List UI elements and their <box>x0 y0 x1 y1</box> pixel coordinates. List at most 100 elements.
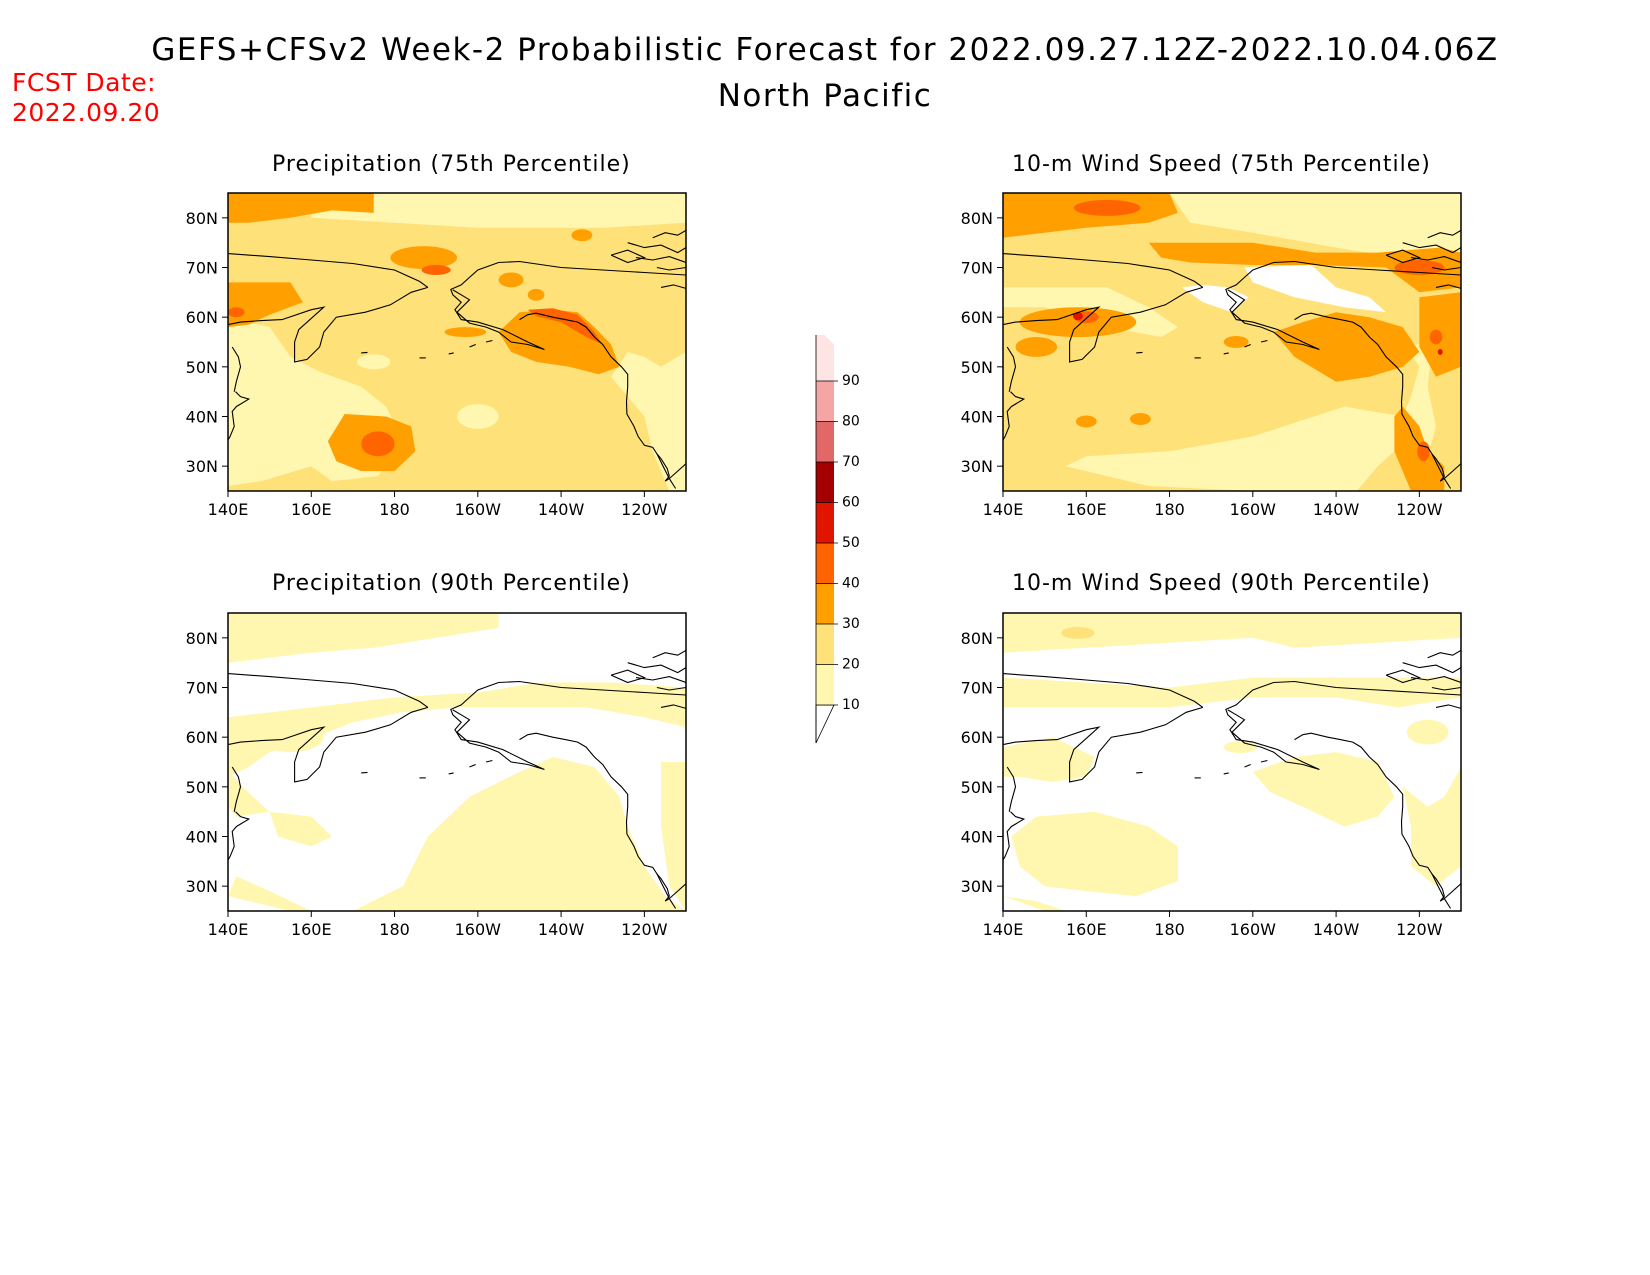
coastline-segment <box>652 649 686 659</box>
probability-contour <box>1015 337 1058 357</box>
lat-tick-label: 30N <box>186 877 218 896</box>
lon-tick-label: 160W <box>1230 920 1277 939</box>
coastline-segment <box>627 662 686 674</box>
lon-tick-label: 140W <box>1313 920 1360 939</box>
probability-contour <box>1402 767 1461 887</box>
colorbar-swatch <box>816 583 834 624</box>
coastline-segment <box>635 676 686 684</box>
coastline-segment <box>1244 763 1251 768</box>
coastline <box>1003 229 1461 489</box>
coastline-segment <box>1223 352 1229 355</box>
coastline-segment <box>1385 669 1421 684</box>
coastline-segment <box>1003 253 1204 288</box>
coastline-segment <box>1225 260 1461 351</box>
probability-contour <box>1075 415 1097 428</box>
panel-title-wind-75: 10-m Wind Speed (75th Percentile) <box>1012 152 1431 177</box>
colorbar-swatch <box>816 462 834 503</box>
probability-contour <box>1011 811 1178 897</box>
coastline-segment <box>1003 286 1204 363</box>
map-panel-wind-75: 140E 160E 180 160W 140W 120W 80N 70N 60N 50N 40N 30… <box>961 192 1462 519</box>
colorbar-swatch <box>816 664 834 705</box>
colorbar-tick-label: 90 <box>842 373 860 389</box>
coastline-segment <box>485 759 493 763</box>
lat-tick-label: 60N <box>186 308 218 327</box>
probability-contour <box>1244 265 1387 313</box>
lon-tick-label: 140W <box>538 920 585 939</box>
lon-tick-label: 140E <box>983 500 1024 519</box>
colorbar-tick-label: 50 <box>842 535 860 551</box>
coastline-segment <box>1003 811 1026 862</box>
lon-tick-label: 160E <box>1066 500 1107 519</box>
main-title: GEFS+CFSv2 Week-2 Probabilistic Forecast… <box>151 32 1499 68</box>
probability-contour <box>357 354 391 370</box>
coastline-segment <box>228 706 429 783</box>
probability-contour <box>228 307 245 318</box>
lon-tick-label: 180 <box>379 920 410 939</box>
coastline-segment <box>1006 766 1017 812</box>
colorbar-tick-label: 80 <box>842 414 860 430</box>
coastline-segment <box>656 873 677 909</box>
lat-tick-label: 50N <box>961 778 993 797</box>
probability-contour <box>1169 193 1461 258</box>
coastline-segment <box>361 771 368 774</box>
probability-contour <box>1061 626 1095 639</box>
lat-tick-label: 60N <box>961 308 993 327</box>
coastline-segment <box>519 732 686 902</box>
coastline-segment <box>660 704 686 709</box>
coastline-segment <box>1003 706 1204 783</box>
probability-contour <box>1252 752 1395 827</box>
lon-tick-label: 160W <box>1230 500 1277 519</box>
probability-contour <box>1003 896 1066 911</box>
coastline-segment <box>228 391 251 442</box>
colorbar-tick-label: 30 <box>842 616 860 632</box>
coastline-segment <box>1260 759 1268 763</box>
coastline-segment <box>1431 686 1461 691</box>
coastline-segment <box>469 763 476 768</box>
lon-tick-label: 180 <box>1154 920 1185 939</box>
coastline <box>228 229 686 489</box>
probability-contour <box>361 431 395 457</box>
probability-contour <box>527 308 603 345</box>
lon-tick-label: 140W <box>538 500 585 519</box>
coastline-segment <box>450 260 686 351</box>
lat-tick-label: 30N <box>961 877 993 896</box>
coastline-segment <box>1294 732 1461 902</box>
panel-title-precip-75: Precipitation (75th Percentile) <box>272 152 631 177</box>
colorbar-swatch <box>816 381 834 422</box>
coastline-segment <box>228 286 429 363</box>
probability-contour <box>611 351 686 491</box>
probability-contour <box>498 309 620 375</box>
probability-contour <box>1003 737 1095 782</box>
coastline-segment <box>450 680 686 771</box>
probability-contour <box>1223 741 1257 754</box>
shaded-field <box>228 193 686 491</box>
coastline <box>1003 649 1461 909</box>
panel-title-precip-90: Precipitation (90th Percentile) <box>272 571 631 596</box>
coastline-segment <box>361 351 368 354</box>
probability-contour <box>527 288 545 301</box>
coastline-segment <box>519 312 686 482</box>
probability-contour <box>228 876 312 911</box>
coastline-segment <box>1385 249 1421 264</box>
probability-contour <box>311 193 686 228</box>
probability-contour <box>1406 719 1449 745</box>
probability-colorbar: 10 20 30 40 50 60 70 80 90 <box>815 335 860 744</box>
fcst-date-value: 2022.09.20 <box>12 98 161 127</box>
probability-contour <box>228 682 686 777</box>
map-panel-precip-75: 140E 160E 180 160W 140W 120W 80N 70N 60N 50N 40N 30… <box>186 192 687 519</box>
probability-contour <box>228 771 270 817</box>
probability-contour <box>1129 413 1151 425</box>
colorbar-tick-label: 60 <box>842 495 860 511</box>
lon-tick-label: 180 <box>379 500 410 519</box>
lon-tick-label: 140E <box>208 500 249 519</box>
lat-tick-label: 50N <box>961 358 993 377</box>
colorbar-lower-tail <box>815 704 835 744</box>
coastline-segment <box>448 352 454 355</box>
colorbar-tick-label: 70 <box>842 454 860 470</box>
coastline-segment <box>1006 346 1017 392</box>
lat-tick-label: 40N <box>186 408 218 427</box>
colorbar-tick-label: 10 <box>842 697 860 713</box>
probability-contour <box>390 246 457 269</box>
coastline-segment <box>1244 343 1251 348</box>
probability-contour <box>1073 199 1141 216</box>
